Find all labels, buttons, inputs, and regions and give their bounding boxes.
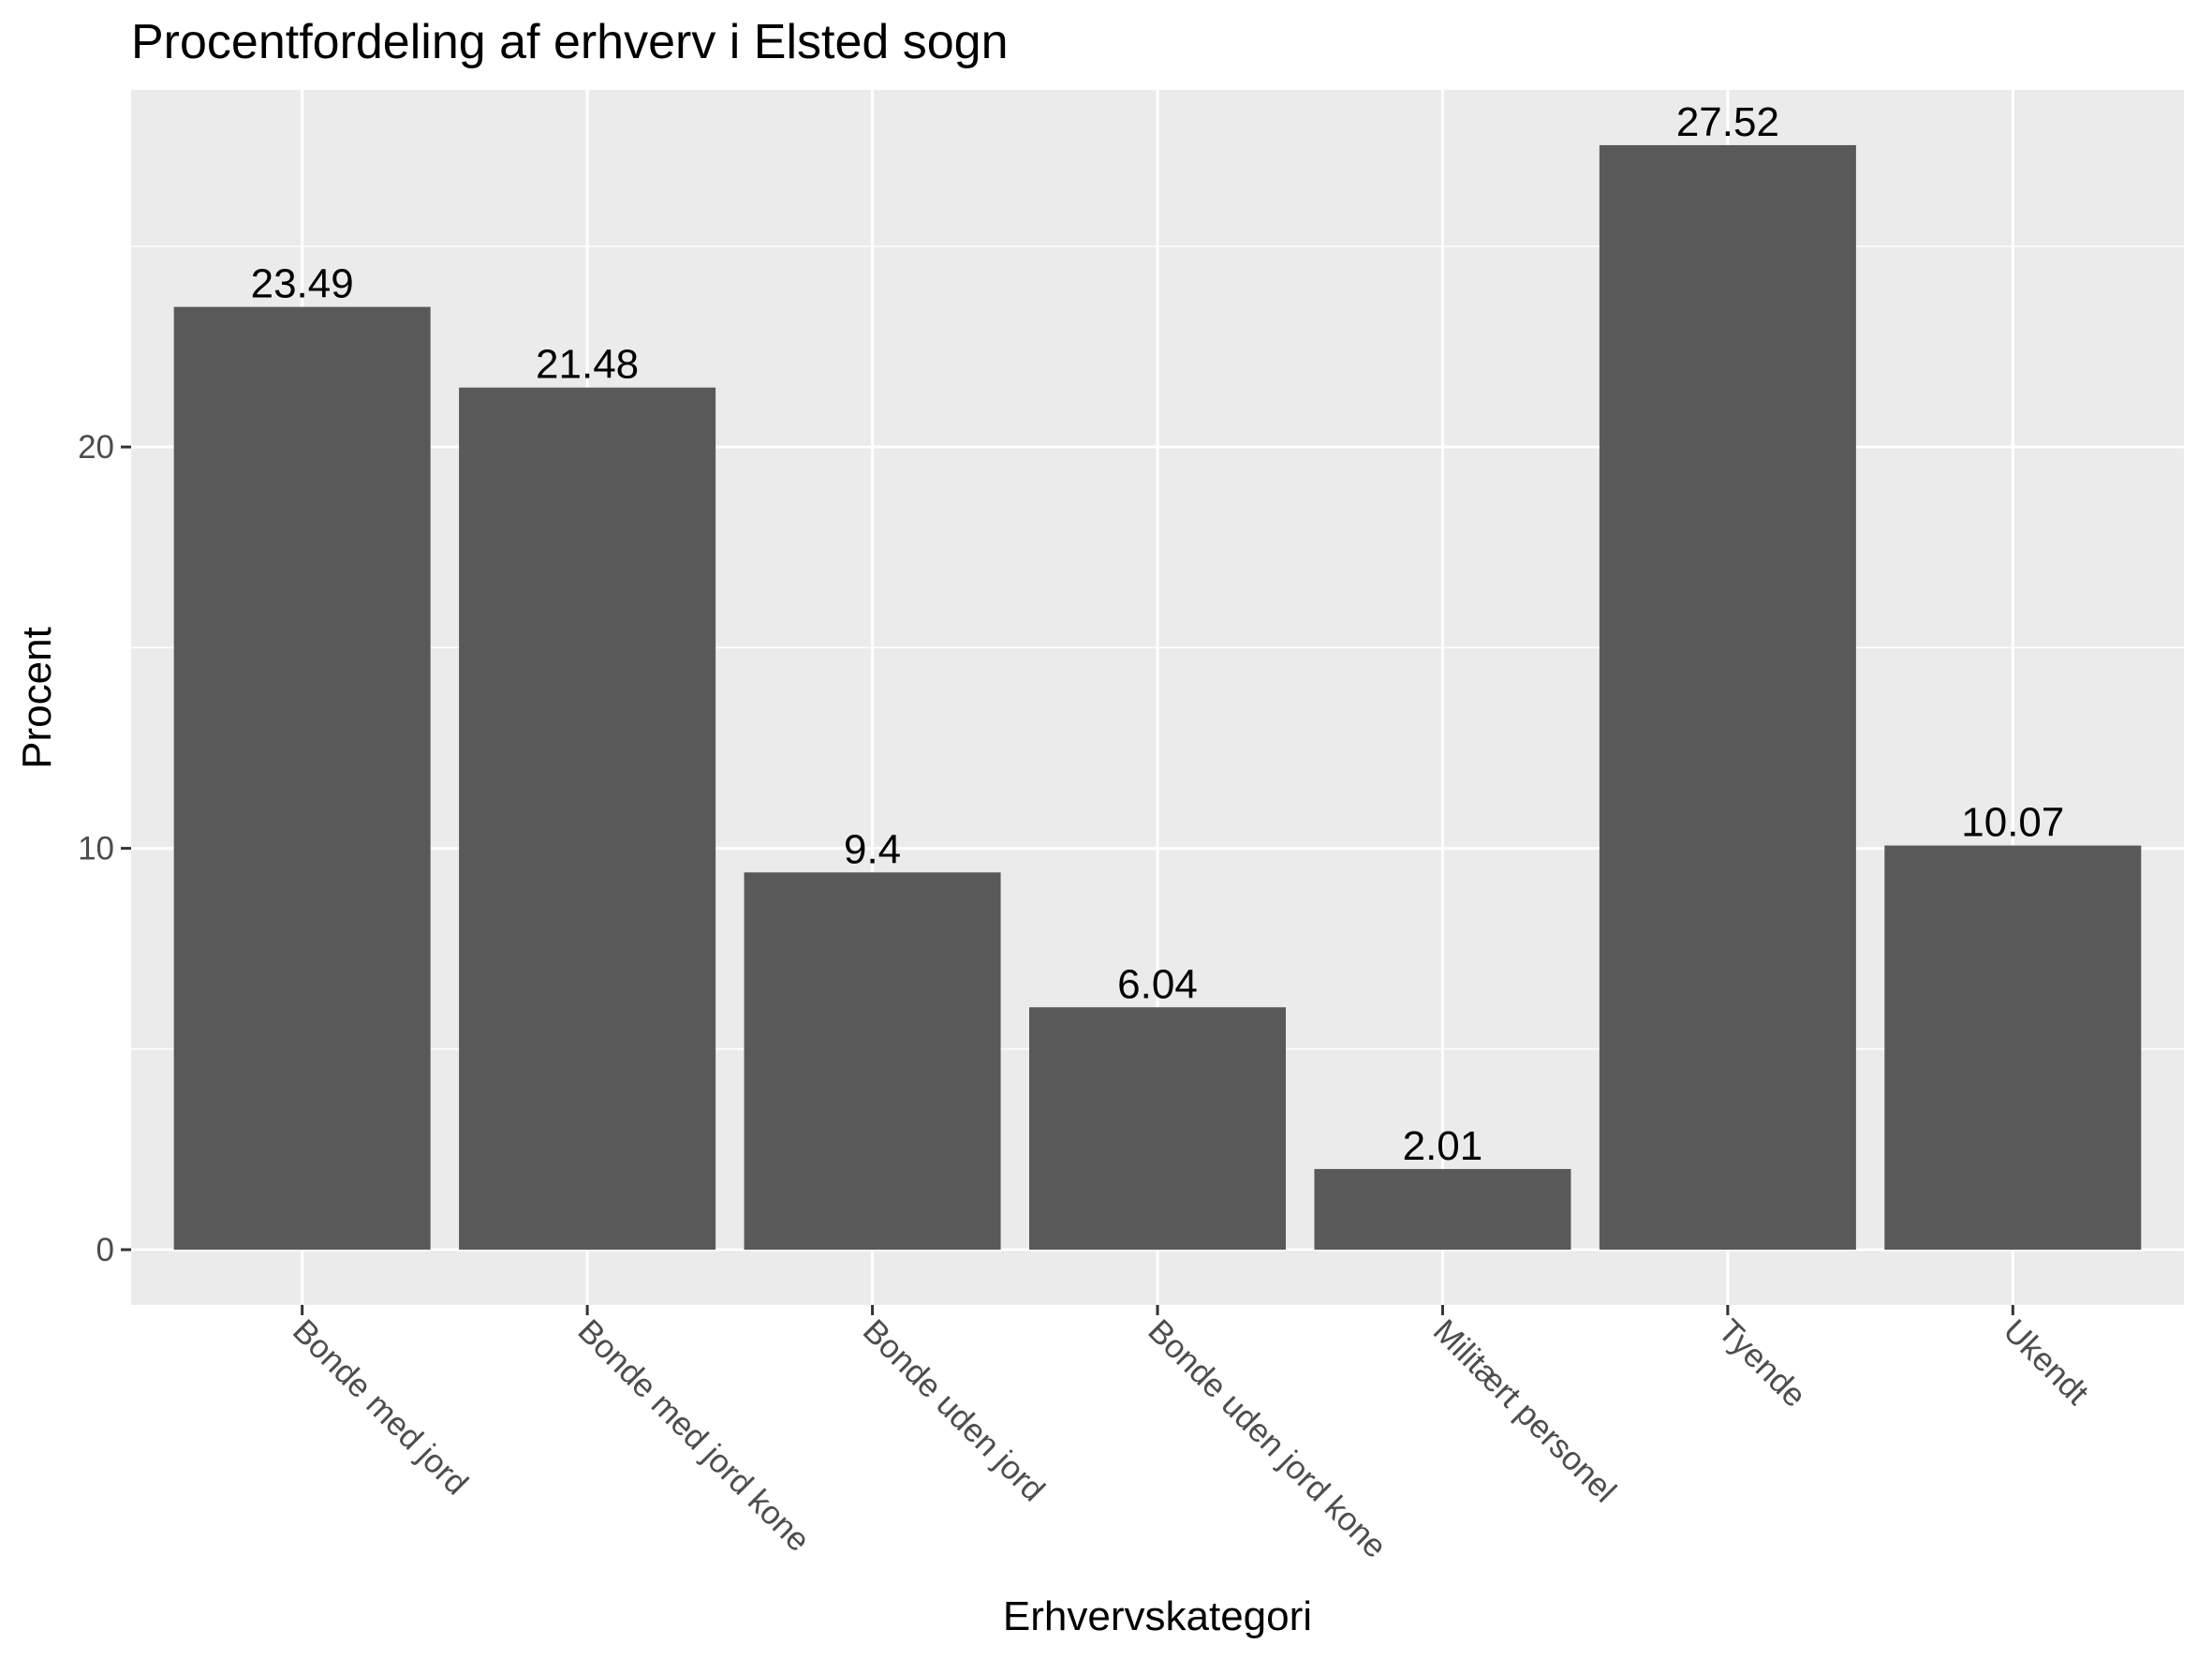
y-tick-label: 0: [96, 1232, 114, 1268]
y-tick-label: 10: [78, 831, 114, 867]
chart-title: Procentfordeling af erhverv i Elsted sog…: [131, 15, 1009, 69]
data-label: 6.04: [1117, 961, 1198, 1007]
data-label: 9.4: [844, 826, 901, 872]
bar: [1599, 144, 1856, 1251]
data-label: 10.07: [1961, 800, 2064, 846]
data-labels: 23.49 21.48 9.4 6.04 2.01 27.52 10.07: [251, 99, 2065, 1169]
y-tick-label: 20: [78, 429, 114, 466]
bar: [1884, 845, 2142, 1251]
bar: [744, 872, 1001, 1251]
bar: [1029, 1007, 1286, 1251]
data-label: 23.49: [251, 261, 354, 307]
x-tick-label: Bonde med jord kone: [570, 1312, 817, 1559]
x-axis-title: Erhvervskategori: [1003, 1593, 1312, 1639]
x-tick-label: Bonde uden jord: [856, 1312, 1052, 1508]
y-axis-title: Procent: [14, 627, 60, 769]
x-tick-label: Ukendt: [1997, 1312, 2096, 1412]
x-tick-label: Militært personel: [1426, 1312, 1624, 1510]
x-tick-label: Bonde uden jord kone: [1141, 1312, 1394, 1565]
bars: [173, 144, 2142, 1251]
x-tick-label: Tyende: [1711, 1312, 1813, 1415]
bar: [1314, 1168, 1571, 1251]
bar: [459, 387, 716, 1251]
x-tick-label: Bonde med jord: [286, 1312, 475, 1502]
data-label: 2.01: [1403, 1123, 1483, 1169]
data-label: 27.52: [1676, 99, 1779, 145]
data-label: 21.48: [536, 342, 639, 388]
bar: [173, 306, 431, 1251]
